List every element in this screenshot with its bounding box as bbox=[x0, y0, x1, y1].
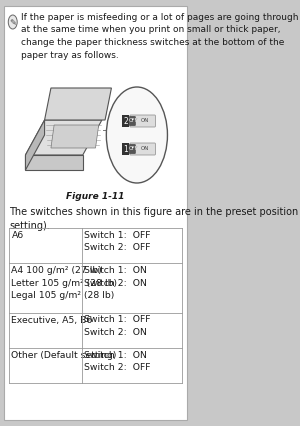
Text: A4 100 g/m² (27 lb)
Letter 105 g/m² (28 lb)
Legal 105 g/m² (28 lb): A4 100 g/m² (27 lb) Letter 105 g/m² (28 … bbox=[11, 266, 118, 300]
Polygon shape bbox=[51, 125, 99, 148]
Text: Switch 1:  ON
Switch 2:  ON: Switch 1: ON Switch 2: ON bbox=[84, 266, 147, 288]
Text: 2: 2 bbox=[123, 116, 128, 126]
Text: Switch 1:  OFF
Switch 2:  ON: Switch 1: OFF Switch 2: ON bbox=[84, 316, 151, 337]
Text: The switches shown in this figure are in the preset position (default
setting).: The switches shown in this figure are in… bbox=[9, 207, 300, 230]
Polygon shape bbox=[26, 120, 45, 170]
Text: Executive, A5, B6: Executive, A5, B6 bbox=[11, 316, 93, 325]
Text: If the paper is misfeeding or a lot of pages are going through
at the same time : If the paper is misfeeding or a lot of p… bbox=[21, 13, 298, 60]
FancyBboxPatch shape bbox=[130, 144, 135, 153]
FancyBboxPatch shape bbox=[130, 115, 155, 127]
Text: Figure 1-11: Figure 1-11 bbox=[66, 192, 125, 201]
Polygon shape bbox=[26, 120, 102, 155]
Text: OFF: OFF bbox=[128, 147, 138, 152]
Text: ✎: ✎ bbox=[9, 18, 16, 28]
FancyBboxPatch shape bbox=[4, 6, 187, 420]
Polygon shape bbox=[64, 100, 108, 118]
Text: 1: 1 bbox=[123, 144, 128, 153]
Text: OFF: OFF bbox=[128, 118, 138, 124]
Text: ON: ON bbox=[140, 147, 149, 152]
FancyBboxPatch shape bbox=[130, 143, 155, 155]
Text: OFF: OFF bbox=[128, 118, 138, 124]
Text: A6: A6 bbox=[11, 231, 24, 240]
Text: Other (Default setting): Other (Default setting) bbox=[11, 351, 117, 360]
Text: Switch 1:  ON
Switch 2:  OFF: Switch 1: ON Switch 2: OFF bbox=[84, 351, 151, 372]
Circle shape bbox=[106, 87, 167, 183]
FancyBboxPatch shape bbox=[130, 116, 135, 126]
Polygon shape bbox=[45, 88, 111, 120]
Text: Switch 1:  OFF
Switch 2:  OFF: Switch 1: OFF Switch 2: OFF bbox=[84, 231, 151, 253]
Polygon shape bbox=[26, 155, 83, 170]
Circle shape bbox=[8, 15, 17, 29]
Text: OFF: OFF bbox=[128, 147, 138, 152]
Text: ON: ON bbox=[140, 118, 149, 124]
